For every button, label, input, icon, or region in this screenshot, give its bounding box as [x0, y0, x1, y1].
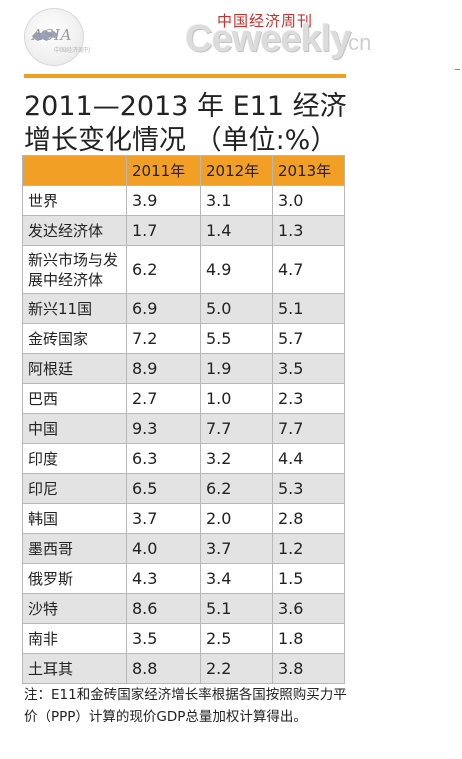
cell-2013: 1.2: [272, 533, 345, 564]
cell-2013: 2.3: [272, 383, 345, 414]
cell-2011: 6.9: [126, 293, 201, 324]
cell-2013: 1.8: [272, 623, 345, 654]
header-cell-2011: 2011年: [126, 155, 201, 186]
table-row: 俄罗斯 4.3 3.4 1.5: [22, 563, 345, 594]
row-label: 韩国: [22, 503, 127, 534]
table-row: 世界 3.9 3.1 3.0: [22, 185, 345, 216]
table-row: 金砖国家 7.2 5.5 5.7: [22, 323, 345, 354]
cell-2013: 1.3: [272, 215, 345, 246]
row-label: 发达经济体: [22, 215, 127, 246]
row-label: 南非: [22, 623, 127, 654]
edge-mark: [455, 69, 460, 70]
cell-2012: 5.1: [200, 593, 273, 624]
row-label: 沙特: [22, 593, 127, 624]
cell-2012: 3.1: [200, 185, 273, 216]
ceweekly-domain: .cn: [342, 30, 372, 55]
table-row: 巴西 2.7 1.0 2.3: [22, 383, 345, 414]
header-cell-blank: [22, 155, 127, 186]
cell-2011: 4.3: [126, 563, 201, 594]
row-label: 阿根廷: [22, 353, 127, 384]
cell-2011: 8.6: [126, 593, 201, 624]
table-row: 韩国 3.7 2.0 2.8: [22, 503, 345, 534]
cell-2011: 6.2: [126, 245, 201, 294]
magazine-chinese-name: 中国经济周刊: [217, 12, 314, 30]
cell-2013: 3.6: [272, 593, 345, 624]
cell-2011: 8.8: [126, 653, 201, 684]
row-label: 新兴市场与发展中经济体: [22, 245, 127, 294]
cell-2011: 3.7: [126, 503, 201, 534]
cell-2011: 3.9: [126, 185, 201, 216]
cell-2013: 3.5: [272, 353, 345, 384]
cell-2011: 6.5: [126, 473, 201, 504]
cell-2012: 5.5: [200, 323, 273, 354]
table-row: 阿根廷 8.9 1.9 3.5: [22, 353, 345, 384]
table-row: 南非 3.5 2.5 1.8: [22, 623, 345, 654]
title-accent-bar: [24, 74, 346, 78]
cell-2012: 4.9: [200, 245, 273, 294]
cell-2011: 1.7: [126, 215, 201, 246]
cell-2011: 3.5: [126, 623, 201, 654]
cell-2012: 5.0: [200, 293, 273, 324]
cell-2013: 7.7: [272, 413, 345, 444]
cell-2011: 8.9: [126, 353, 201, 384]
cell-2013: 5.3: [272, 473, 345, 504]
table-header-row: 2011年 2012年 2013年: [22, 155, 345, 186]
cell-2011: 6.3: [126, 443, 201, 474]
page-title-line2: 增长变化情况 （单位:%）: [24, 125, 338, 156]
row-label: 中国: [22, 413, 127, 444]
header-cell-2012: 2012年: [200, 155, 273, 186]
cell-2012: 2.2: [200, 653, 273, 684]
row-label: 墨西哥: [22, 533, 127, 564]
cell-2012: 3.7: [200, 533, 273, 564]
cell-2013: 3.0: [272, 185, 345, 216]
cell-2012: 3.2: [200, 443, 273, 474]
table-row: 墨西哥 4.0 3.7 1.2: [22, 533, 345, 564]
cell-2012: 1.4: [200, 215, 273, 246]
table-row: 发达经济体 1.7 1.4 1.3: [22, 215, 345, 246]
table-row: 印尼 6.5 6.2 5.3: [22, 473, 345, 504]
header-cell-2013: 2013年: [272, 155, 345, 186]
cell-2011: 7.2: [126, 323, 201, 354]
table-row: 新兴11国 6.9 5.0 5.1: [22, 293, 345, 324]
cell-2011: 4.0: [126, 533, 201, 564]
row-label: 巴西: [22, 383, 127, 414]
cell-2012: 7.7: [200, 413, 273, 444]
footnote: 注：E11和金砖国家经济增长率根据各国按照购买力平价（PPP）计算的现价GDP总…: [24, 687, 347, 725]
cell-2012: 3.4: [200, 563, 273, 594]
cell-2011: 2.7: [126, 383, 201, 414]
table-row: 沙特 8.6 5.1 3.6: [22, 593, 345, 624]
cell-2013: 2.8: [272, 503, 345, 534]
asia-logo-subtext: 中国经济周刊: [54, 47, 91, 54]
row-label: 金砖国家: [22, 323, 127, 354]
row-label: 土耳其: [22, 653, 127, 684]
cell-2012: 1.9: [200, 353, 273, 384]
row-label: 新兴11国: [22, 293, 127, 324]
cell-2013: 1.5: [272, 563, 345, 594]
ceweekly-logo: Ceweekly: [185, 18, 351, 60]
growth-table: 2011年 2012年 2013年 世界 3.9 3.1 3.0 发达经济体 1…: [22, 155, 345, 684]
row-label: 俄罗斯: [22, 563, 127, 594]
table-row: 土耳其 8.8 2.2 3.8: [22, 653, 345, 684]
page-header: ASIA 中国经济周刊 中国经济周刊 Ceweekly .cn: [0, 0, 462, 80]
cell-2012: 2.0: [200, 503, 273, 534]
cell-2013: 4.7: [272, 245, 345, 294]
cell-2012: 6.2: [200, 473, 273, 504]
row-label: 印度: [22, 443, 127, 474]
cell-2013: 4.4: [272, 443, 345, 474]
world-map-icon: [32, 30, 58, 41]
cell-2013: 5.1: [272, 293, 345, 324]
row-label: 世界: [22, 185, 127, 216]
cell-2013: 5.7: [272, 323, 345, 354]
cell-2012: 2.5: [200, 623, 273, 654]
page-title-line1: 2011—2013 年 E11 经济: [24, 91, 347, 122]
asia-logo: ASIA 中国经济周刊: [24, 8, 100, 66]
row-label: 印尼: [22, 473, 127, 504]
cell-2011: 9.3: [126, 413, 201, 444]
asia-logo-text: ASIA: [32, 26, 72, 44]
table-row: 新兴市场与发展中经济体 6.2 4.9 4.7: [22, 245, 345, 294]
table-row: 印度 6.3 3.2 4.4: [22, 443, 345, 474]
table-row: 中国 9.3 7.7 7.7: [22, 413, 345, 444]
cell-2013: 3.8: [272, 653, 345, 684]
cell-2012: 1.0: [200, 383, 273, 414]
